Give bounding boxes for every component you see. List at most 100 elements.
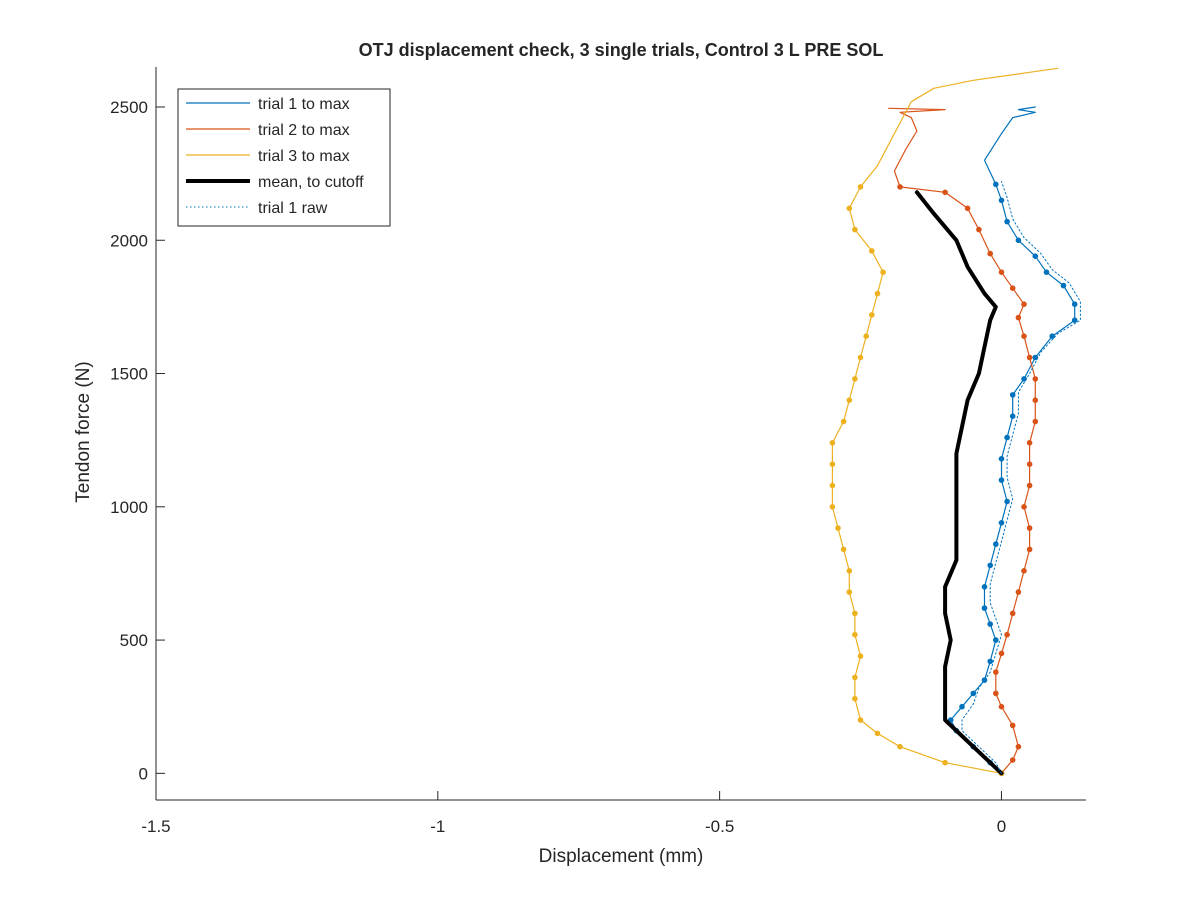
data-point-trial-3-to-max <box>942 759 948 766</box>
data-point-trial-2-to-max <box>1009 285 1016 292</box>
data-point-trial-1-to-max <box>1009 413 1016 420</box>
data-point-trial-2-to-max <box>998 650 1005 657</box>
data-point-trial-2-to-max <box>964 205 971 212</box>
data-point-trial-1-to-max <box>998 197 1005 204</box>
data-point-trial-1-to-max <box>1060 282 1067 289</box>
data-point-trial-1-to-max <box>987 562 993 569</box>
x-tick-label: -1 <box>430 817 445 836</box>
data-point-trial-3-to-max <box>852 631 858 638</box>
data-point-trial-3-to-max <box>863 333 869 340</box>
data-point-trial-3-to-max <box>897 743 903 750</box>
data-point-trial-2-to-max <box>1021 333 1027 340</box>
data-point-trial-1-to-max <box>1004 218 1010 225</box>
data-point-trial-3-to-max <box>846 589 853 595</box>
data-point-trial-1-to-max <box>998 477 1005 483</box>
data-point-trial-2-to-max <box>1021 504 1027 510</box>
data-point-trial-3-to-max <box>829 482 836 489</box>
data-point-trial-1-to-max <box>981 605 988 611</box>
data-point-trial-2-to-max <box>998 269 1005 276</box>
data-point-trial-1-to-max <box>959 703 965 710</box>
data-point-trial-2-to-max <box>1015 589 1022 595</box>
legend-box <box>177 88 391 227</box>
data-point-trial-1-to-max <box>1015 237 1022 244</box>
data-point-trial-1-to-max <box>1032 253 1039 259</box>
data-point-trial-3-to-max <box>857 354 864 361</box>
x-tick-label: 0 <box>997 817 1006 836</box>
data-point-trial-3-to-max <box>857 717 864 723</box>
data-point-trial-3-to-max <box>874 730 881 737</box>
series-line-trial-1-to-max <box>950 106 1076 774</box>
data-point-trial-2-to-max <box>998 703 1005 710</box>
data-point-trial-2-to-max <box>1009 610 1016 617</box>
x-axis-label: Displacement (mm) <box>539 846 704 867</box>
data-point-trial-3-to-max <box>857 653 864 659</box>
data-point-trial-3-to-max <box>829 461 836 468</box>
data-point-trial-2-to-max <box>1032 397 1039 404</box>
data-point-trial-1-to-max <box>1004 498 1010 505</box>
data-point-trial-3-to-max <box>852 674 858 681</box>
data-point-trial-1-to-max <box>993 541 999 547</box>
y-tick-label: 0 <box>139 764 148 783</box>
data-point-trial-2-to-max <box>1026 440 1033 446</box>
data-point-trial-1-to-max <box>993 181 999 188</box>
data-point-trial-2-to-max <box>897 184 903 190</box>
y-tick-label: 2500 <box>110 98 148 117</box>
data-point-trial-2-to-max <box>1009 722 1016 729</box>
data-point-trial-1-to-max <box>1071 317 1078 324</box>
data-point-trial-1-to-max <box>1004 434 1010 441</box>
legend: trial 1 to max trial 2 to max trial 3 to m… <box>177 88 391 227</box>
data-point-trial-3-to-max <box>829 440 836 446</box>
series-line-mean-to-cutoff <box>914 190 1004 776</box>
data-point-trial-3-to-max <box>846 568 853 574</box>
legend-label: trial 1 to max <box>258 96 350 113</box>
data-point-trial-3-to-max <box>829 504 836 510</box>
data-point-trial-3-to-max <box>869 312 875 318</box>
data-point-trial-3-to-max <box>874 290 881 297</box>
data-point-trial-3-to-max <box>840 418 847 425</box>
data-point-trial-3-to-max <box>852 610 858 617</box>
data-point-trial-1-to-max <box>981 677 988 683</box>
data-point-trial-1-to-max <box>993 637 999 643</box>
data-point-trial-1-to-max <box>998 520 1005 526</box>
series-line-trial-1-raw <box>961 181 1081 774</box>
data-point-trial-1-to-max <box>987 658 993 665</box>
data-point-trial-1-to-max <box>970 690 977 697</box>
data-point-trial-1-to-max <box>1009 392 1016 398</box>
data-point-trial-2-to-max <box>987 250 993 257</box>
data-point-trial-2-to-max <box>1015 314 1022 321</box>
legend-label: mean, to cutoff <box>258 174 364 191</box>
data-point-trial-2-to-max <box>1032 376 1039 382</box>
data-point-trial-1-to-max <box>1049 333 1055 340</box>
data-point-trial-2-to-max <box>993 690 999 697</box>
data-point-trial-3-to-max <box>852 695 858 702</box>
data-point-trial-2-to-max <box>1021 568 1027 574</box>
data-point-trial-2-to-max <box>1032 418 1039 425</box>
y-axis-label: Tendon force (N) <box>73 361 94 503</box>
data-point-trial-1-to-max <box>998 456 1005 462</box>
data-point-trial-2-to-max <box>1026 525 1033 531</box>
y-tick-label: 500 <box>120 631 148 650</box>
series-line-trial-3-to-max <box>831 67 1059 774</box>
x-tick-label: -1.5 <box>141 817 170 836</box>
data-point-trial-3-to-max <box>852 376 858 382</box>
data-point-trial-2-to-max <box>1015 743 1022 750</box>
data-point-trial-2-to-max <box>1009 757 1016 763</box>
data-point-trial-3-to-max <box>835 525 841 531</box>
data-point-trial-3-to-max <box>846 205 853 212</box>
legend-label: trial 3 to max <box>258 148 350 165</box>
legend-label: trial 1 raw <box>258 200 328 217</box>
y-tick-label: 1000 <box>110 498 148 517</box>
data-point-trial-1-to-max <box>1032 354 1039 361</box>
data-point-trial-3-to-max <box>840 546 847 553</box>
data-point-trial-3-to-max <box>880 269 886 276</box>
data-point-trial-3-to-max <box>852 226 858 233</box>
data-point-trial-3-to-max <box>846 397 853 404</box>
y-tick-label: 2000 <box>110 231 148 250</box>
data-point-trial-3-to-max <box>869 248 875 254</box>
legend-label: trial 2 to max <box>258 122 350 139</box>
data-point-trial-3-to-max <box>857 184 864 190</box>
data-point-trial-2-to-max <box>1026 482 1033 489</box>
data-point-trial-2-to-max <box>1026 546 1033 553</box>
axes-layer: -1.5 -1 -0.5 0 0 500 1000 1500 2000 2500 <box>110 67 1086 836</box>
